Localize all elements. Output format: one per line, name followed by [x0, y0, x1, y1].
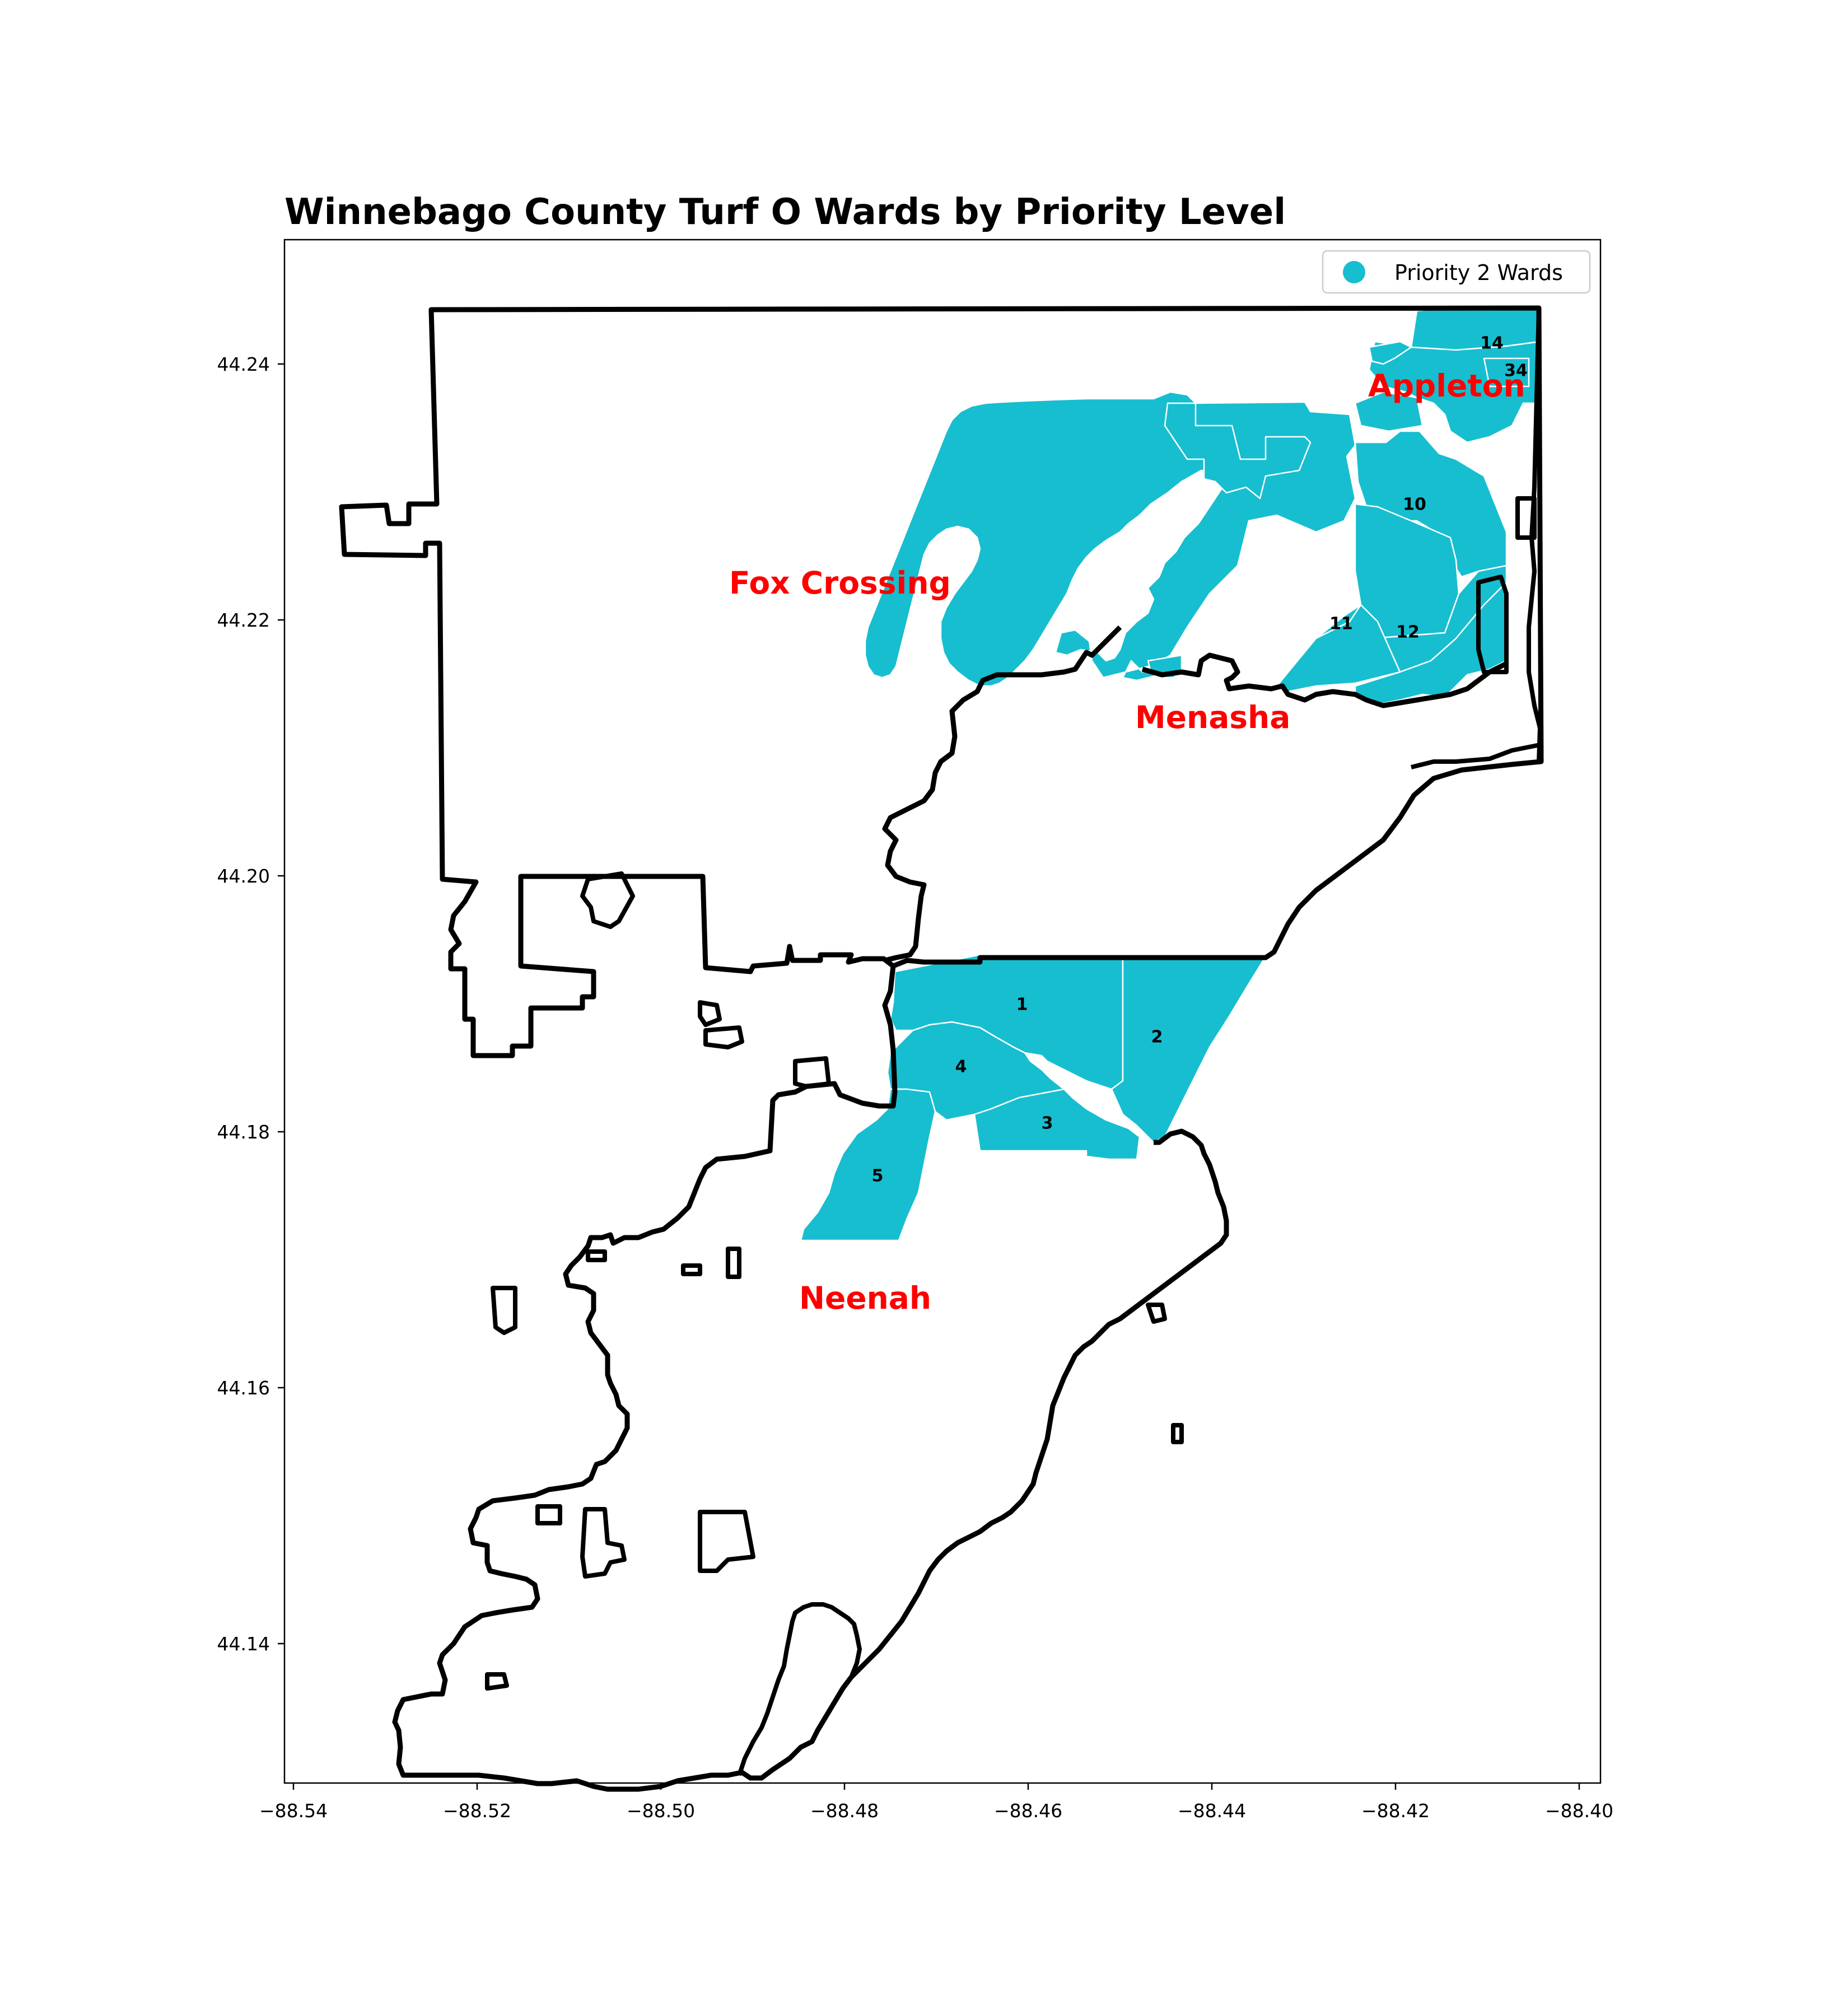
enclave-boundary	[580, 1507, 627, 1579]
ward-polygon	[1368, 340, 1412, 365]
x-tick-label: −88.40	[1545, 1800, 1613, 1822]
ward-polygon	[1354, 391, 1424, 432]
ward-group-neenah	[800, 954, 1267, 1242]
ward-label: 34	[1504, 361, 1528, 381]
map-title: Winnebago County Turf O Wards by Priorit…	[284, 192, 1286, 233]
city-label-fox-crossing: Fox Crossing	[729, 565, 951, 601]
neenah-south-boundary	[737, 1602, 862, 1776]
city-label-menasha: Menasha	[1135, 699, 1290, 735]
ward-label: 3	[1042, 1114, 1053, 1133]
y-tick-label: 44.20	[217, 865, 270, 887]
ward-label: 4	[955, 1057, 967, 1077]
enclave-boundary	[586, 1249, 607, 1262]
ward-label: 11	[1329, 614, 1353, 634]
neenah-boundary	[392, 965, 1229, 1792]
ward-label: 14	[1480, 334, 1504, 353]
ward-group-northeast	[864, 306, 1541, 707]
ward-label: 1	[1016, 995, 1028, 1015]
y-tick-label: 44.22	[217, 609, 270, 631]
legend: Priority 2 Wards	[1322, 250, 1591, 294]
enclave-boundary	[726, 1247, 741, 1279]
x-tick-label: −88.54	[259, 1800, 328, 1822]
y-axis: 44.24 44.22 44.20 44.18 44.16 44.14	[217, 353, 284, 1655]
ward-polygon	[1164, 402, 1312, 500]
x-axis: −88.54 −88.52 −88.50 −88.48 −88.46 −88.4…	[259, 1783, 1613, 1822]
legend-marker	[1343, 261, 1365, 283]
city-labels: Fox Crossing Menasha Appleton Neenah	[729, 368, 1525, 1316]
y-tick-label: 44.16	[217, 1377, 270, 1399]
enclave-boundary	[698, 1000, 722, 1027]
enclave-boundary	[485, 1672, 509, 1691]
enclave-boundary	[698, 1510, 755, 1573]
y-tick-label: 44.14	[217, 1633, 270, 1655]
ward-label: 12	[1396, 623, 1420, 642]
appleton-inner-boundary	[1476, 575, 1509, 674]
x-tick-label: −88.44	[1178, 1800, 1246, 1822]
city-label-appleton: Appleton	[1368, 368, 1525, 404]
ward-label: 10	[1403, 495, 1426, 515]
enclave-boundary	[1171, 1423, 1184, 1444]
legend-label: Priority 2 Wards	[1394, 260, 1563, 285]
ward-label: 2	[1151, 1028, 1163, 1047]
enclave-boundary	[491, 1286, 517, 1335]
enclave-boundary	[1146, 1303, 1167, 1324]
enclave-boundary	[681, 1263, 702, 1276]
ward-polygon	[1110, 955, 1267, 1144]
enclave-boundary	[535, 1504, 562, 1525]
ward-polygon	[800, 1088, 936, 1242]
appleton-inner-boundary	[1515, 496, 1537, 540]
enclave-boundary	[703, 1025, 744, 1049]
ward-polygon	[1276, 604, 1401, 693]
enclave-boundary	[793, 1056, 831, 1089]
x-tick-label: −88.50	[627, 1800, 695, 1822]
x-tick-label: −88.46	[994, 1800, 1062, 1822]
ward-polygon	[1483, 357, 1530, 388]
x-tick-label: −88.48	[810, 1800, 879, 1822]
ward-labels: 1 2 3 4 5 10 11 12 14 34	[872, 334, 1528, 1186]
ward-label: 5	[872, 1166, 884, 1186]
menasha-east-boundary	[1411, 743, 1541, 769]
plot-frame	[283, 239, 1602, 1784]
municipal-boundaries	[339, 305, 1544, 1792]
enclave-boundary	[580, 871, 635, 929]
y-tick-label: 44.24	[217, 353, 270, 375]
y-tick-label: 44.18	[217, 1121, 270, 1143]
x-tick-label: −88.42	[1361, 1800, 1430, 1822]
legend-box	[1322, 250, 1591, 294]
x-tick-label: −88.52	[443, 1800, 511, 1822]
ward-polygon	[973, 1088, 1141, 1160]
menasha-boundary	[882, 625, 1122, 963]
menasha-east-boundary	[1141, 652, 1508, 708]
city-label-neenah: Neenah	[799, 1280, 931, 1316]
fox-crossing-boundary	[339, 305, 1544, 1058]
